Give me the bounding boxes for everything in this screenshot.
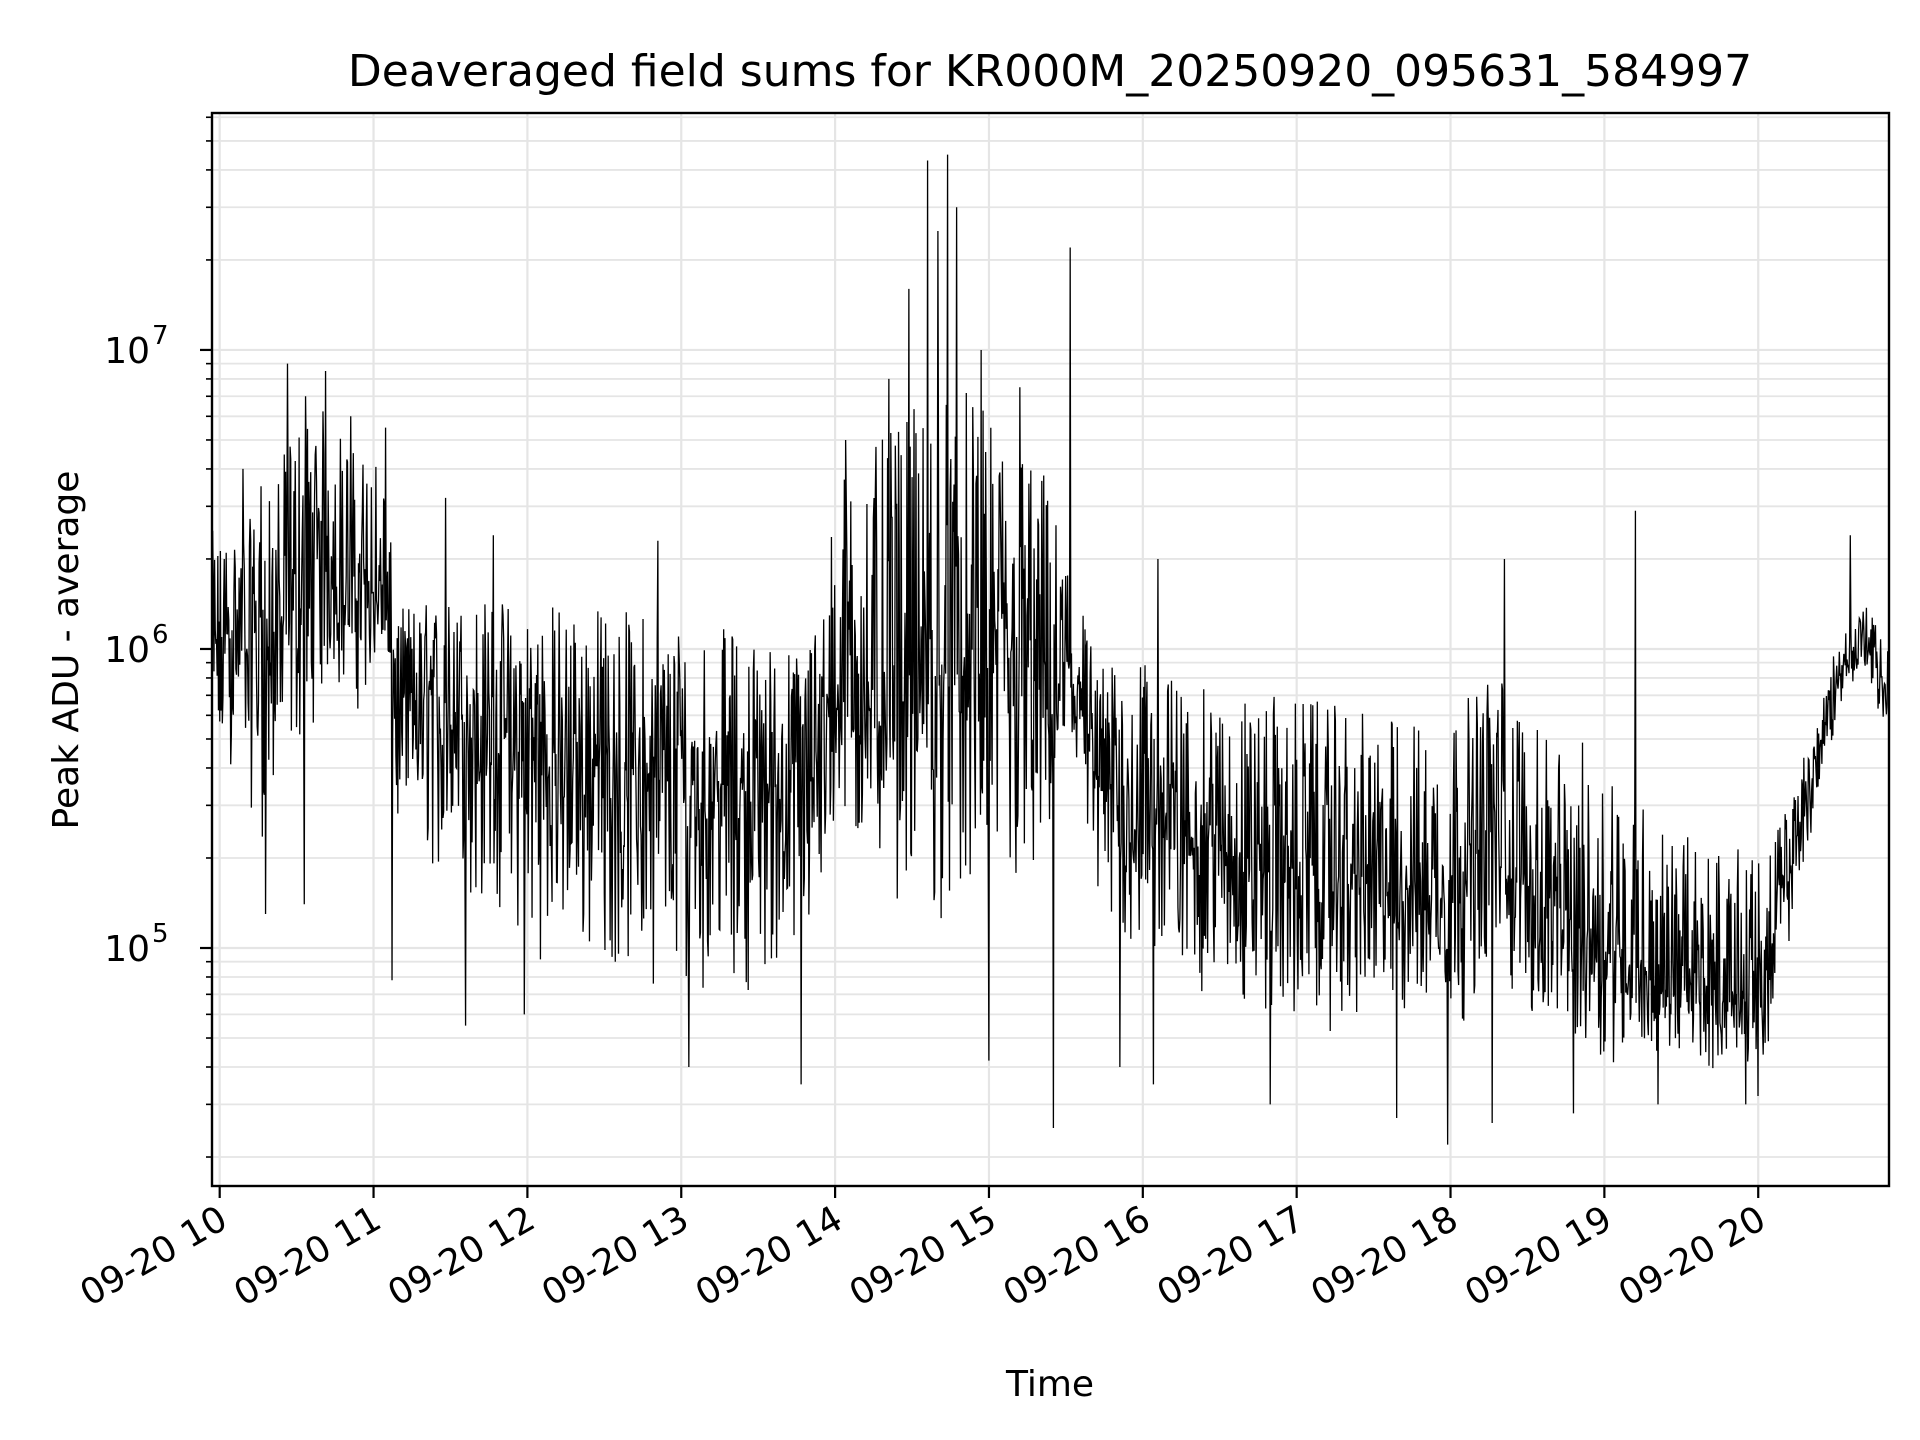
x-tick-label: 09-20 19: [1458, 1198, 1619, 1314]
x-tick-label: 09-20 13: [535, 1198, 696, 1314]
chart-title: Deaveraged field sums for KR000M_2025092…: [348, 46, 1752, 97]
series-line: [212, 154, 1889, 1145]
x-tick-label: 09-20 16: [997, 1198, 1158, 1314]
y-tick-label: 10: [104, 331, 150, 372]
x-tick-label: 09-20 17: [1150, 1198, 1311, 1314]
x-tick-label: 09-20 12: [381, 1198, 542, 1314]
x-tick-label: 09-20 20: [1612, 1198, 1773, 1314]
y-tick-exponent: 6: [152, 620, 169, 650]
y-tick-exponent: 7: [152, 321, 169, 351]
y-tick-label: 10: [104, 929, 150, 970]
x-axis-label: Time: [1005, 1364, 1094, 1405]
x-tick-label: 09-20 11: [227, 1198, 388, 1314]
x-tick-label: 09-20 14: [689, 1198, 850, 1314]
y-tick-label: 10: [104, 630, 150, 671]
x-tick-label: 09-20 10: [74, 1198, 235, 1314]
x-tick-label: 09-20 18: [1304, 1198, 1465, 1314]
series-line-group: [212, 154, 1889, 1145]
y-tick-exponent: 5: [152, 919, 169, 949]
y-axis-label: Peak ADU - average: [46, 471, 87, 830]
x-tick-label: 09-20 15: [843, 1198, 1004, 1314]
